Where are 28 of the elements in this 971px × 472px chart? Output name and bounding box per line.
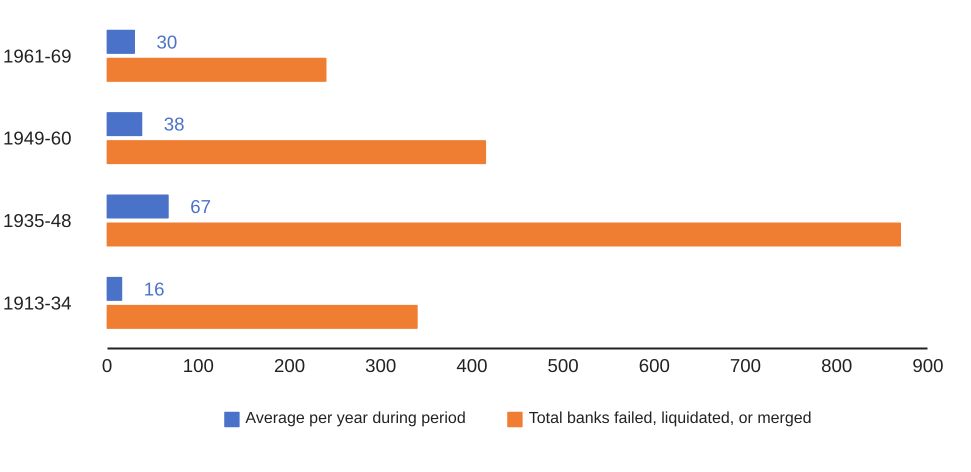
bar — [106, 58, 326, 82]
data-label: 67 — [190, 196, 211, 217]
bar — [106, 112, 142, 136]
x-tick-label: 500 — [548, 355, 579, 376]
bar — [106, 222, 902, 247]
x-tick-label: 100 — [182, 355, 214, 376]
y-tick-label: 1935-48 — [3, 210, 72, 231]
x-tick-label: 400 — [456, 355, 488, 376]
bar — [106, 140, 486, 164]
x-tick-label: 200 — [274, 355, 306, 376]
x-tick-label: 300 — [365, 355, 396, 376]
x-tick-label: 0 — [102, 355, 112, 376]
x-tick-label: 900 — [912, 355, 944, 376]
x-tick-label: 600 — [638, 355, 670, 376]
y-tick-label: 1961-69 — [3, 45, 72, 66]
data-label: 38 — [164, 114, 185, 135]
x-tick-label: 800 — [821, 355, 852, 376]
x-tick-label: 700 — [730, 355, 762, 376]
y-tick-label: 1913-34 — [3, 292, 72, 314]
legend-label: Average per year during period — [245, 410, 466, 428]
bar — [106, 276, 122, 301]
bar — [106, 30, 135, 54]
legend-label: Total banks failed, liquidated, or merged — [528, 410, 812, 428]
data-label: 16 — [144, 278, 164, 300]
bar — [106, 194, 169, 219]
y-tick-label: 1949-60 — [3, 128, 72, 149]
data-label: 30 — [156, 31, 178, 52]
bar — [106, 304, 418, 329]
